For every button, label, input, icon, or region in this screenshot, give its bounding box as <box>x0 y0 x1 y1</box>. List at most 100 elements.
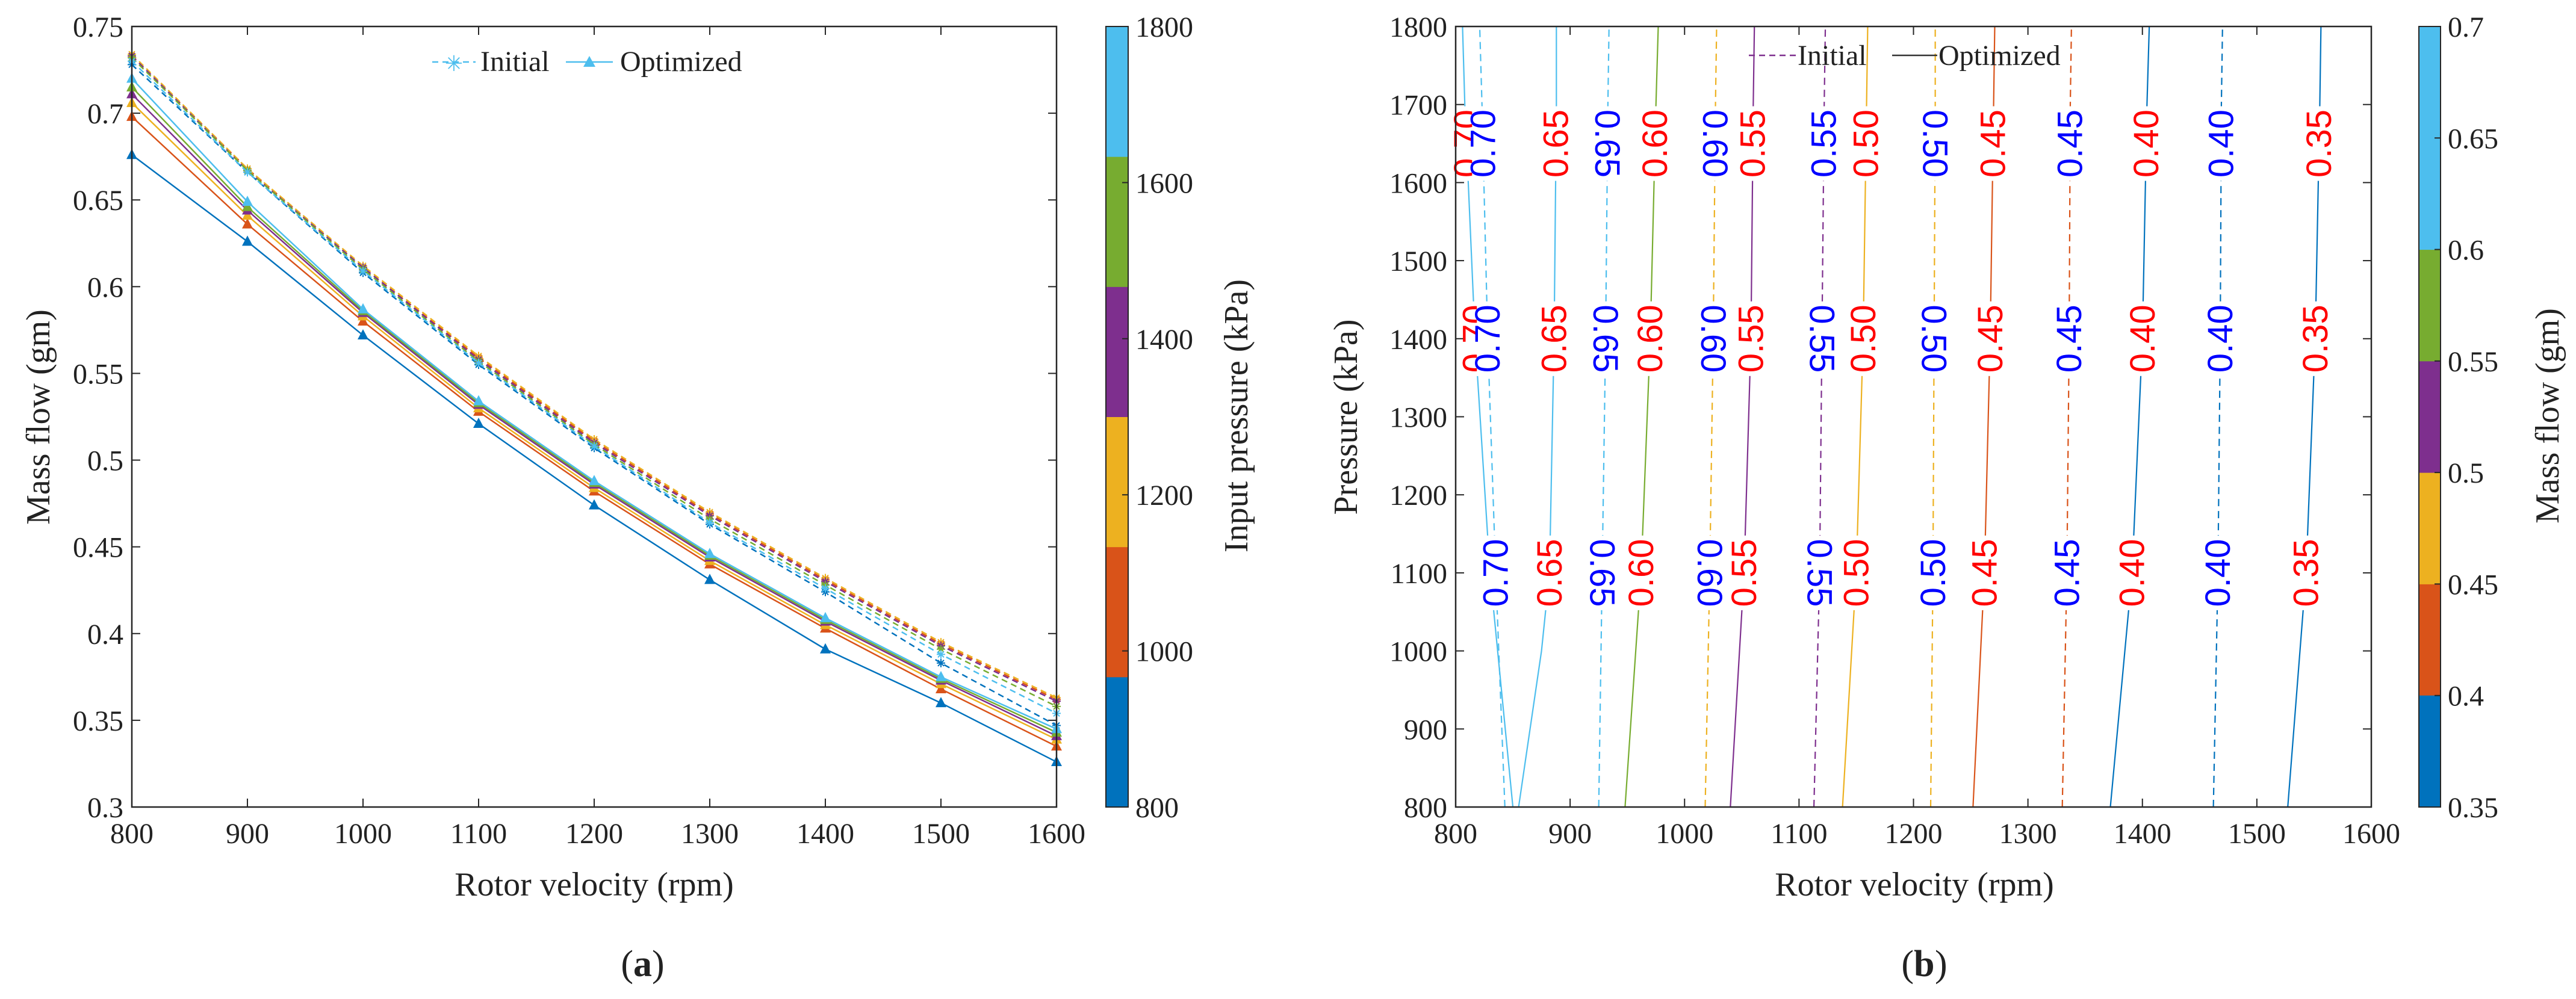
chart-b-x-tick-label: 1400 <box>2114 818 2171 850</box>
chart-b-contour-label: 0.60 <box>1695 110 1734 178</box>
chart-a-colorbar-tick-label: 1600 <box>1135 167 1193 199</box>
chart-a-point-star <box>590 442 598 451</box>
chart-b-colorbar-tick-labels: 0.35 0.4 0.45 0.5 0.55 0.6 0.65 0.7 <box>2448 11 2498 824</box>
chart-a-colorbar-segment <box>1106 26 1128 157</box>
chart-b-contour-label-bg <box>1485 535 1507 610</box>
chart-a-point-star <box>474 359 483 368</box>
chart-b-contour-label: 0.50 <box>1914 305 1954 373</box>
chart-a-point-star-stroke <box>937 646 945 653</box>
chart-b-colorbar-segment <box>2419 584 2441 696</box>
chart-b-y-tick-label: 1000 <box>1389 636 1447 668</box>
chart-b-contour-label-bg <box>1477 301 1499 376</box>
chart-b-contour-label-bg <box>1852 301 1874 376</box>
chart-b-y-tick-label: 800 <box>1404 792 1447 824</box>
chart-b-x-tick-labels: 800 900 1000 1100 1200 1300 1400 1500 1600 <box>1434 818 2400 850</box>
chart-b-contour-label: 0.55 <box>1734 110 1773 178</box>
chart-b-colorbar-segment <box>2419 360 2441 473</box>
chart-a-x-tick-label: 1600 <box>1028 818 1085 850</box>
chart-a-axes-frame <box>131 25 1058 808</box>
chart-b-colorbar-tick-label: 0.45 <box>2448 569 2498 601</box>
chart-a-point-triangle <box>589 499 600 510</box>
chart-a-y-tick-labels: 0.3 0.35 0.4 0.45 0.5 0.55 0.6 0.65 0.7 0.75 <box>73 11 123 824</box>
chart-a-point-triangle <box>704 574 715 584</box>
chart-b-contour-label-bg <box>2121 535 2143 610</box>
chart-a-series-line <box>131 57 1057 707</box>
chart-b-contour-label-bg <box>1639 301 1662 376</box>
chart-b-contour-label-bg <box>1924 106 1946 181</box>
chart-a-y-tick-label: 0.75 <box>73 11 123 43</box>
chart-a-y-tick-label: 0.6 <box>87 271 123 303</box>
chart-b-legend: Initial Optimized <box>1749 40 2061 72</box>
chart-b-contour-label-bg <box>1733 535 1755 610</box>
chart-b-contour-label-bg <box>1545 106 1567 181</box>
chart-b-contour-line <box>1598 26 1610 808</box>
chart-a-colorbar-segment <box>1106 676 1128 808</box>
chart-a-point-triangle <box>936 670 946 681</box>
chart-a-panel-label-close: ) <box>652 944 665 985</box>
chart-a-series-line <box>131 64 1057 726</box>
chart-b-contour-label: 0.45 <box>1971 305 2010 373</box>
chart-a-x-tick-label: 1000 <box>334 818 392 850</box>
chart-b-contour-label: 0.60 <box>1636 110 1675 178</box>
chart-b-axes-frame <box>1454 25 2373 808</box>
chart-a-point-triangle <box>242 218 253 229</box>
chart-b-contour-label-bg <box>2056 535 2078 610</box>
chart-b-contour-label: 0.45 <box>1965 539 2004 607</box>
chart-b-contour-label-bg <box>1644 106 1666 181</box>
chart-b-contour-label-bg <box>1811 301 1833 376</box>
chart-b-contour-label: 0.35 <box>2287 539 2326 607</box>
chart-b-contour-label-bg <box>2135 106 2158 181</box>
chart-b-contour-label-bg <box>1740 301 1762 376</box>
chart-b-contour-label-bg <box>1923 301 1945 376</box>
chart-a-point-star <box>706 518 714 527</box>
chart-b-y-tick-label: 1100 <box>1391 558 1447 590</box>
chart-a-point-triangle <box>242 209 253 220</box>
chart-b-contour-label: 0.40 <box>2127 110 2166 178</box>
chart-b-contour-label: 0.60 <box>1693 305 1733 373</box>
chart-b-colorbar-tick-label: 0.6 <box>2448 235 2484 267</box>
chart-b-contour-label: 0.65 <box>1535 305 1574 373</box>
chart-b-x-tick-label: 1000 <box>1656 818 1713 850</box>
chart-b-contour-label: 0.35 <box>2300 110 2339 178</box>
chart-a-x-tick-label: 800 <box>110 818 154 850</box>
chart-a-point-triangle <box>820 611 831 622</box>
chart-b-contour-label: 0.60 <box>1690 539 1729 607</box>
chart-b-x-tick-label: 1600 <box>2342 818 2400 850</box>
chart-a-legend-initial-label: Initial <box>480 46 550 78</box>
chart-b-contour-label-bg <box>1982 106 2004 181</box>
chart-b-contour-label: 0.65 <box>1586 305 1625 373</box>
chart-a-point-star <box>359 267 367 276</box>
chart-a-y-tick-label: 0.3 <box>87 792 123 824</box>
chart-b-contour-labels: 0.700.700.700.700.700.650.650.650.650.65… <box>1447 106 2339 610</box>
chart-b-contour-label: 0.40 <box>2123 305 2162 373</box>
chart-a-plot-area <box>132 26 1057 807</box>
chart-b-x-tick-label: 900 <box>1548 818 1592 850</box>
chart-a-legend-optimized-label: Optimized <box>620 46 742 78</box>
chart-b-contour-line <box>1704 26 1718 808</box>
chart-a-point-star-stroke <box>706 519 713 527</box>
chart-b-contour-label: 0.55 <box>1725 539 1764 607</box>
chart-b: 0.700.700.700.700.700.650.650.650.650.65… <box>1327 11 2566 985</box>
chart-b-y-tick-label: 1500 <box>1389 246 1447 277</box>
chart-b-contour-label: 0.60 <box>1622 539 1661 607</box>
chart-b-contour-line <box>1518 26 1557 808</box>
chart-b-contour-label-bg <box>2207 535 2229 610</box>
chart-b-contour-label: 0.55 <box>1802 305 1841 373</box>
chart-b-contour-label: 0.40 <box>2113 539 2152 607</box>
chart-b-y-tick-labels: 800 900 1000 1100 1200 1300 1400 1500 1600 1700 18… <box>1389 11 1447 824</box>
chart-b-contour-label-bg <box>1845 535 1867 610</box>
chart-a-point-triangle <box>242 200 253 211</box>
chart-b-contour-label: 0.55 <box>1800 539 1839 607</box>
chart-b-contour-label: 0.50 <box>1837 539 1876 607</box>
chart-b-colorbar-tick-label: 0.35 <box>2448 792 2498 824</box>
chart-b-contour-label: 0.45 <box>2047 539 2087 607</box>
chart-a-y-tick-label: 0.7 <box>87 98 123 130</box>
chart-b-contour-label-bg <box>1973 535 1996 610</box>
chart-b-contour-label-bg <box>1591 535 1613 610</box>
chart-b-colorbar-tick-label: 0.5 <box>2448 457 2484 489</box>
chart-b-y-tick-label: 1200 <box>1389 480 1447 512</box>
chart-b-contour-line <box>1479 26 1506 808</box>
chart-b-y-tick-label: 1600 <box>1389 167 1447 199</box>
chart-a-legend: ✳ Initial Optimized <box>432 46 742 78</box>
